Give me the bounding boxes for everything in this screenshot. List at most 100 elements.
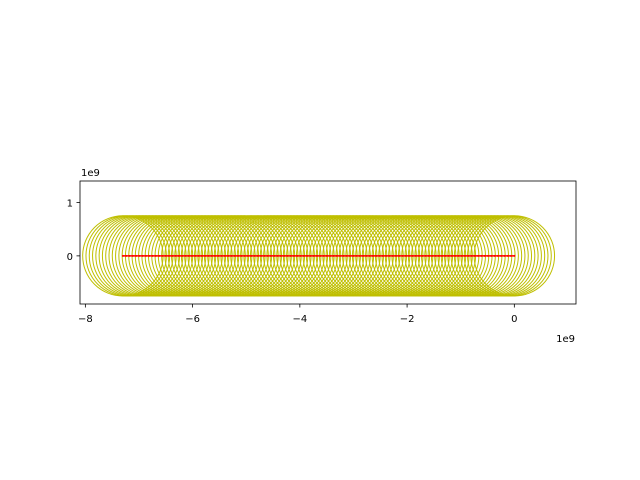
trajectory-point (266, 254, 269, 257)
trajectory-point (355, 254, 358, 257)
y-axis: 01 (67, 198, 80, 263)
trajectory-point (246, 254, 249, 257)
trajectory-point (273, 254, 276, 257)
trajectory-point (171, 254, 174, 257)
trajectory-point (260, 254, 263, 257)
trajectory-point (352, 254, 355, 257)
trajectory-point (398, 254, 401, 257)
trajectory-point (214, 254, 217, 257)
trajectory-point (342, 254, 345, 257)
trajectory-point (283, 254, 286, 257)
trajectory-point (190, 254, 193, 257)
trajectory-point (444, 254, 447, 257)
trajectory-point (454, 254, 457, 257)
trajectory-point (385, 254, 388, 257)
trajectory-point (154, 254, 157, 257)
trajectory-point (450, 254, 453, 257)
trajectory-point (493, 254, 496, 257)
y-tick-label: 0 (67, 252, 73, 263)
trajectory-point (302, 254, 305, 257)
trajectory-point (276, 254, 279, 257)
trajectory-point (368, 254, 371, 257)
trajectory-point (437, 254, 440, 257)
trajectory-point (161, 254, 164, 257)
trajectory-point (503, 254, 506, 257)
trajectory-point (299, 254, 302, 257)
x-tick-label: −6 (185, 314, 200, 325)
trajectory-point (470, 254, 473, 257)
trajectory-point (391, 254, 394, 257)
trajectory-point (204, 254, 207, 257)
trajectory-point (371, 254, 374, 257)
trajectory-point (345, 254, 348, 257)
trajectory-point (207, 254, 210, 257)
plot-area (82, 215, 556, 297)
trajectory-point (417, 254, 420, 257)
trajectory-point (322, 254, 325, 257)
trajectory-point (292, 254, 295, 257)
trajectory-point (256, 254, 259, 257)
trajectory-point (217, 254, 220, 257)
trajectory-point (200, 254, 203, 257)
y-tick-label: 1 (67, 198, 73, 209)
trajectory-point (510, 254, 513, 257)
trajectory-point (467, 254, 470, 257)
trajectory-point (279, 254, 282, 257)
trajectory-point (296, 254, 299, 257)
trajectory-point (401, 254, 404, 257)
trajectory-point (381, 254, 384, 257)
trajectory-point (348, 254, 351, 257)
axes-frame (79, 180, 577, 305)
trajectory-point (421, 254, 424, 257)
trajectory-point (319, 254, 322, 257)
trajectory-point (414, 254, 417, 257)
trajectory-point (490, 254, 493, 257)
trajectory-point (440, 254, 443, 257)
trajectory-point (223, 254, 226, 257)
trajectory-point (289, 254, 292, 257)
trajectory-point (375, 254, 378, 257)
trajectory-point (125, 254, 128, 257)
trajectory-point (335, 254, 338, 257)
trajectory-point (181, 254, 184, 257)
trajectory-point (332, 254, 335, 257)
trajectory-point (243, 254, 246, 257)
trajectory-point (325, 254, 328, 257)
trajectory-point (388, 254, 391, 257)
trajectory-point (184, 254, 187, 257)
trajectory-point (338, 254, 341, 257)
trajectory-point (121, 254, 124, 257)
trajectory-point (167, 254, 170, 257)
trajectory-point (408, 254, 411, 257)
trajectory-point (144, 254, 147, 257)
trajectory-point (463, 254, 466, 257)
trajectory-point (263, 254, 266, 257)
trajectory-point (362, 254, 365, 257)
trajectory-point (230, 254, 233, 257)
trajectory-point (210, 254, 213, 257)
trajectory-point (164, 254, 167, 257)
trajectory-point (378, 254, 381, 257)
x-offset-label: 1e9 (556, 334, 575, 345)
trajectory-point (365, 254, 368, 257)
trajectory-point (411, 254, 414, 257)
trajectory-point (187, 254, 190, 257)
trajectory-point (434, 254, 437, 257)
trajectory-point (194, 254, 197, 257)
trajectory-point (128, 254, 131, 257)
trajectory-point (424, 254, 427, 257)
trajectory-point (286, 254, 289, 257)
trajectory-point (427, 254, 430, 257)
trajectory-point (315, 254, 318, 257)
trajectory-point (131, 254, 134, 257)
trajectory-point (220, 254, 223, 257)
trajectory-point (197, 254, 200, 257)
trajectory-point (404, 254, 407, 257)
trajectory-point (477, 254, 480, 257)
trajectory-point (269, 254, 272, 257)
trajectory-point (240, 254, 243, 257)
trajectory-point (506, 254, 509, 257)
x-tick-label: −2 (400, 314, 415, 325)
trajectory-point (250, 254, 253, 257)
